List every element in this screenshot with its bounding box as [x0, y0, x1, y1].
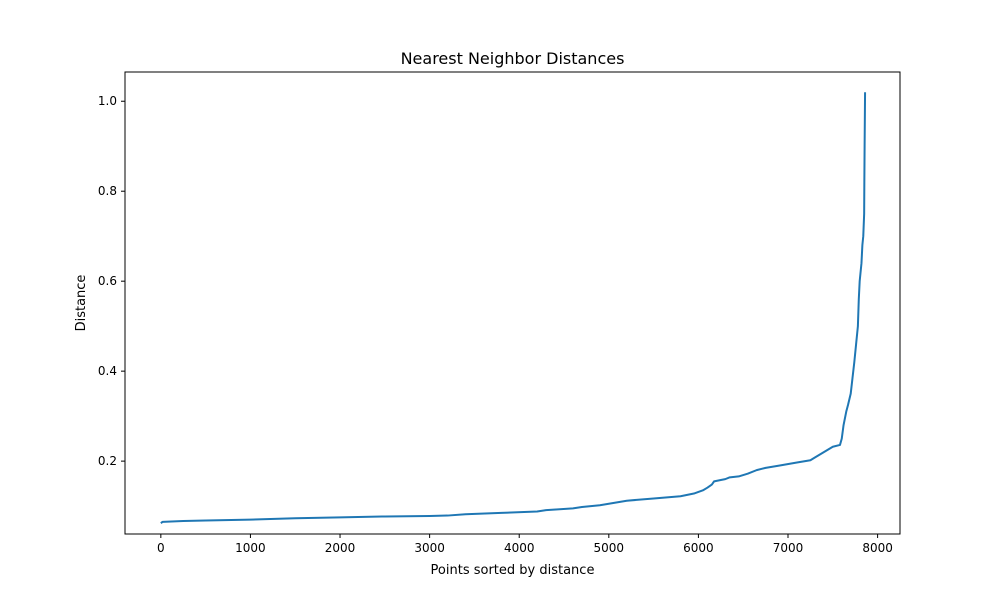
y-axis-label: Distance: [74, 275, 89, 332]
series-line-0: [160, 92, 867, 524]
y-tick-label: 0.8: [98, 184, 117, 198]
plot-frame: [124, 71, 901, 535]
x-tick-label: 0: [157, 541, 165, 555]
x-tick-label: 7000: [773, 541, 804, 555]
x-tick-label: 5000: [594, 541, 625, 555]
x-tick-label: 2000: [325, 541, 356, 555]
x-tick-label: 3000: [414, 541, 445, 555]
chart-title: Nearest Neighbor Distances: [401, 49, 625, 68]
x-tick-label: 6000: [683, 541, 714, 555]
y-tick-label: 1.0: [98, 94, 117, 108]
x-axis-label: Points sorted by distance: [431, 563, 595, 578]
x-tick-label: 4000: [504, 541, 535, 555]
y-tick-label: 0.2: [98, 454, 117, 468]
y-tick-label: 0.6: [98, 274, 117, 288]
x-tick-label: 8000: [862, 541, 893, 555]
x-tick-label: 1000: [235, 541, 266, 555]
y-tick-label: 0.4: [98, 364, 117, 378]
